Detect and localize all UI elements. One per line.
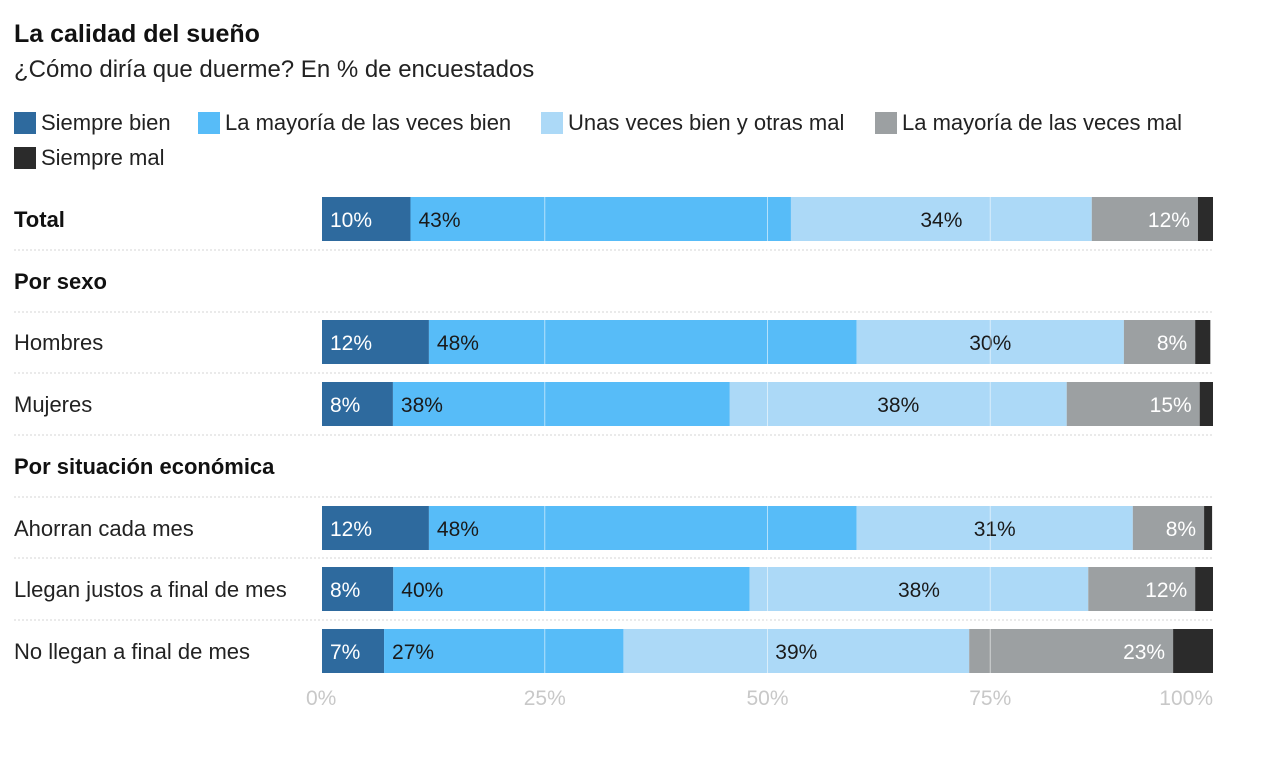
bar-segment xyxy=(392,382,730,426)
data-label: 15% xyxy=(1150,394,1192,417)
chart-title: La calidad del sueño xyxy=(14,20,260,48)
bar-segment xyxy=(1088,567,1196,611)
row-label: Por sexo xyxy=(14,269,107,294)
data-label: 12% xyxy=(330,518,372,541)
bar-segment xyxy=(322,197,411,241)
bar-segment xyxy=(1123,320,1196,364)
data-label: 43% xyxy=(418,209,460,232)
bar-segment xyxy=(1132,506,1205,550)
row-label: Llegan justos a final de mes xyxy=(14,577,287,602)
bar-segment xyxy=(1091,197,1198,241)
data-label: 23% xyxy=(1123,641,1165,664)
legend-swatch xyxy=(541,112,563,134)
bar-segment xyxy=(1173,629,1213,673)
bar-segment xyxy=(428,320,857,364)
x-tick-label: 0% xyxy=(306,687,336,710)
data-label: 38% xyxy=(898,579,940,602)
row-label: Mujeres xyxy=(14,392,92,417)
bar-segment xyxy=(410,197,791,241)
data-label: 8% xyxy=(1166,518,1196,541)
legend-label: Unas veces bien y otras mal xyxy=(568,110,845,135)
bar-segment xyxy=(623,629,970,673)
data-label: 39% xyxy=(775,641,817,664)
legend-item-unas-veces: Unas veces bien y otras mal xyxy=(541,110,844,136)
data-label: 27% xyxy=(392,641,434,664)
legend-label: La mayoría de las veces bien xyxy=(225,110,512,135)
legend-swatch xyxy=(198,112,220,134)
bar-segment xyxy=(322,567,394,611)
bar-segment xyxy=(1199,382,1213,426)
x-tick-label: 50% xyxy=(746,687,788,710)
legend-label: Siempre bien xyxy=(41,110,171,135)
data-label: 10% xyxy=(330,209,372,232)
bar-segment xyxy=(322,629,385,673)
bar-segment xyxy=(1066,382,1200,426)
data-label: 7% xyxy=(330,641,360,664)
data-label: 8% xyxy=(330,394,360,417)
data-label: 12% xyxy=(1148,209,1190,232)
bar-segment xyxy=(969,629,1174,673)
legend-item-mayoria-bien: La mayoría de las veces bien xyxy=(198,110,511,136)
bar-segment xyxy=(428,506,857,550)
bar-segment xyxy=(856,506,1133,550)
x-tick-label: 75% xyxy=(969,687,1011,710)
bar-segment xyxy=(749,567,1089,611)
bar-segment xyxy=(384,629,624,673)
bar-segment xyxy=(322,506,429,550)
row-label: Total xyxy=(14,207,65,232)
chart-subtitle: ¿Cómo diría que duerme? En % de encuesta… xyxy=(14,56,535,83)
data-label: 38% xyxy=(877,394,919,417)
row-label: Por situación económica xyxy=(14,454,275,479)
data-label: 34% xyxy=(920,209,962,232)
data-label: 48% xyxy=(437,332,479,355)
bar-segment xyxy=(393,567,750,611)
legend-swatch xyxy=(875,112,897,134)
bar-segment xyxy=(322,382,393,426)
legend-label: La mayoría de las veces mal xyxy=(902,110,1183,135)
legend-swatch xyxy=(14,147,36,169)
data-label: 12% xyxy=(330,332,372,355)
data-label: 8% xyxy=(330,579,360,602)
bar-segment xyxy=(1195,320,1211,364)
bar-segment xyxy=(1197,197,1213,241)
row-label: Ahorran cada mes xyxy=(14,516,194,541)
bar-segment xyxy=(1204,506,1213,550)
x-tick-label: 100% xyxy=(1159,687,1213,710)
data-label: 31% xyxy=(974,518,1016,541)
x-tick-label: 25% xyxy=(524,687,566,710)
legend-item-siempre-mal: Siempre mal xyxy=(14,145,164,171)
bar-segment xyxy=(322,320,429,364)
row-label: No llegan a final de mes xyxy=(14,639,250,664)
bar-segment xyxy=(1195,567,1213,611)
data-label: 8% xyxy=(1157,332,1187,355)
data-label: 48% xyxy=(437,518,479,541)
legend-item-siempre-bien: Siempre bien xyxy=(14,110,171,136)
data-label: 12% xyxy=(1145,579,1187,602)
data-label: 38% xyxy=(401,394,443,417)
data-label: 40% xyxy=(401,579,443,602)
bar-segment xyxy=(790,197,1092,241)
row-label: Hombres xyxy=(14,330,103,355)
legend-label: Siempre mal xyxy=(41,145,165,170)
bar-segment xyxy=(729,382,1067,426)
legend-item-mayoria-mal: La mayoría de las veces mal xyxy=(875,110,1182,136)
legend-swatch xyxy=(14,112,36,134)
